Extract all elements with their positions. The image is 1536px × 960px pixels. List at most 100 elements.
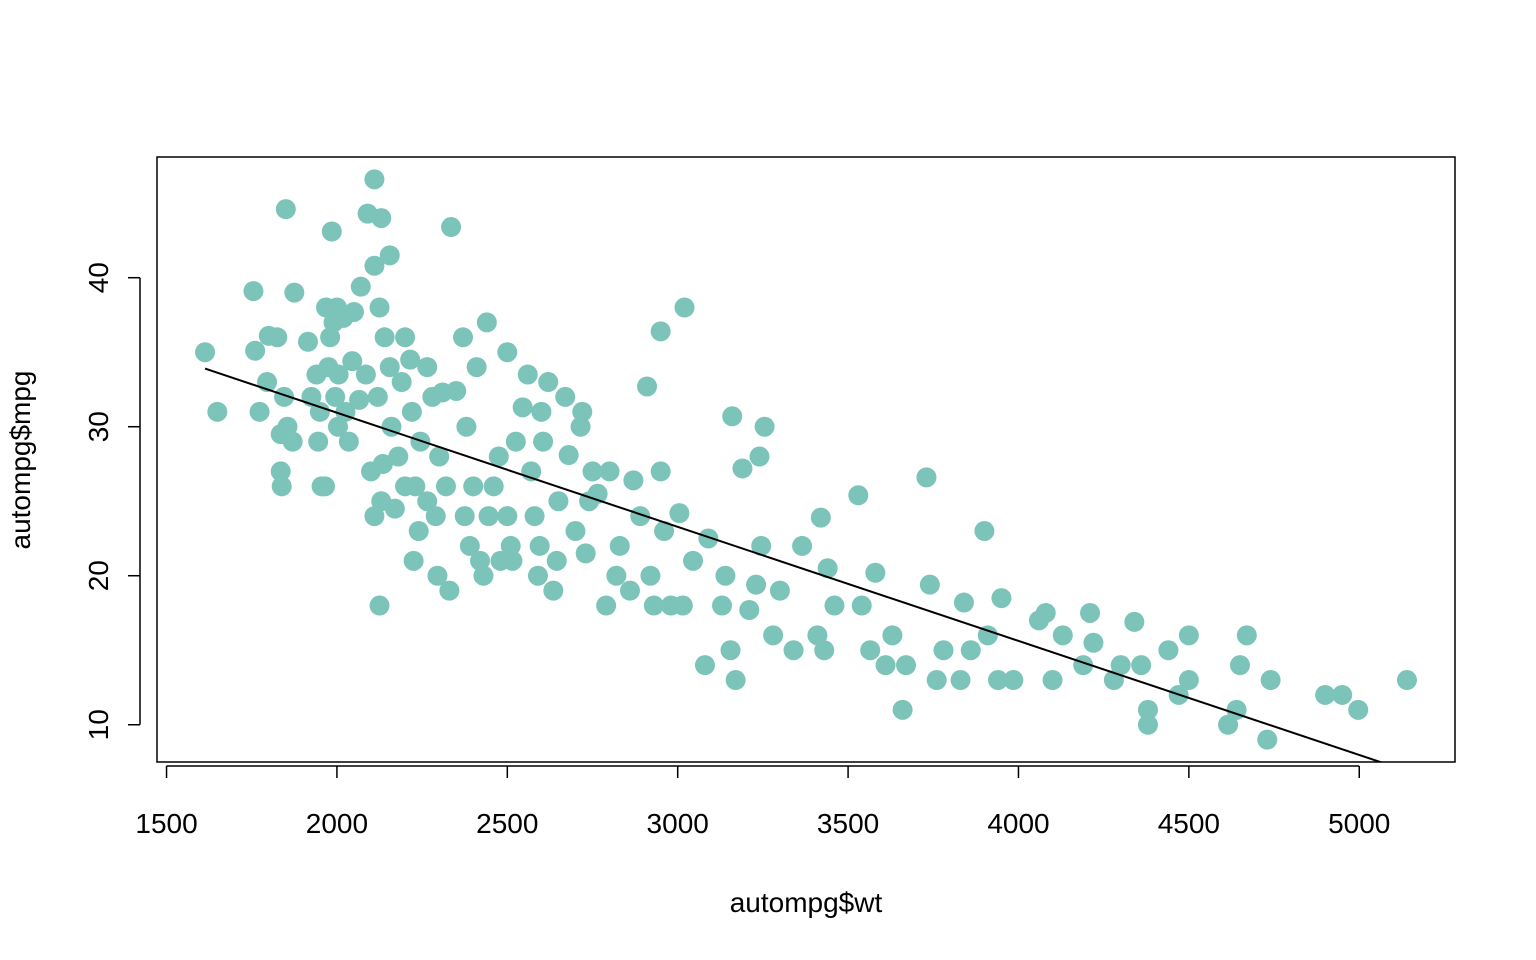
point <box>417 491 438 512</box>
point <box>533 431 554 452</box>
point <box>408 521 429 542</box>
point <box>374 327 395 348</box>
point <box>1332 684 1353 705</box>
point <box>401 401 422 422</box>
point <box>207 401 228 422</box>
point <box>860 640 881 661</box>
point <box>270 461 291 482</box>
point <box>388 446 409 467</box>
point <box>599 461 620 482</box>
point <box>364 169 385 190</box>
point <box>643 595 664 616</box>
point <box>1178 625 1199 646</box>
point <box>715 565 736 586</box>
point <box>463 476 484 497</box>
point <box>746 574 767 595</box>
point <box>372 453 393 474</box>
point <box>807 625 828 646</box>
point <box>896 655 917 676</box>
point <box>400 349 421 370</box>
x-tick-label: 2500 <box>476 808 538 839</box>
point <box>1137 714 1158 735</box>
point <box>720 640 741 661</box>
point <box>349 389 370 410</box>
point <box>548 491 569 512</box>
point <box>1178 670 1199 691</box>
point <box>1131 655 1152 676</box>
point <box>391 372 412 393</box>
point <box>403 550 424 571</box>
point <box>478 506 499 527</box>
point <box>1236 625 1257 646</box>
x-axis-label: autompg$wt <box>730 887 883 918</box>
point <box>538 372 559 393</box>
point <box>875 655 896 676</box>
y-tick-label: 40 <box>83 262 114 293</box>
point <box>640 565 661 586</box>
point <box>892 699 913 720</box>
point <box>267 327 288 348</box>
point <box>435 476 456 497</box>
point <box>1110 655 1131 676</box>
point <box>783 640 804 661</box>
point <box>848 485 869 506</box>
point <box>558 445 579 466</box>
point <box>817 558 838 579</box>
point <box>865 562 886 583</box>
point <box>926 670 947 691</box>
point <box>1052 625 1073 646</box>
point <box>320 327 341 348</box>
point <box>364 506 385 527</box>
point <box>343 301 364 322</box>
point <box>395 327 416 348</box>
point <box>500 535 521 556</box>
point <box>754 416 775 437</box>
point <box>1042 670 1063 691</box>
point <box>1080 602 1101 623</box>
point <box>308 431 329 452</box>
point <box>384 498 405 519</box>
point <box>792 535 813 556</box>
point <box>582 461 603 482</box>
plot-frame <box>156 156 1456 763</box>
point <box>814 640 835 661</box>
point <box>483 476 504 497</box>
point <box>694 655 715 676</box>
fit-line <box>204 367 1384 762</box>
point <box>1003 670 1024 691</box>
point <box>669 503 690 524</box>
point <box>609 535 630 556</box>
point <box>355 364 376 385</box>
point <box>338 431 359 452</box>
point <box>379 357 400 378</box>
point <box>512 397 533 418</box>
point <box>1158 640 1179 661</box>
x-tick-label: 4000 <box>987 808 1049 839</box>
point <box>824 595 845 616</box>
point <box>454 506 475 527</box>
x-tick-label: 1500 <box>135 808 197 839</box>
point <box>572 401 593 422</box>
point <box>974 521 995 542</box>
point <box>274 386 295 407</box>
x-tick-label: 5000 <box>1328 808 1390 839</box>
point <box>446 380 467 401</box>
point <box>505 431 526 452</box>
point <box>429 446 450 467</box>
point <box>417 357 438 378</box>
point <box>654 521 675 542</box>
x-tick-label: 3000 <box>647 808 709 839</box>
point <box>683 550 704 571</box>
point <box>882 625 903 646</box>
point <box>497 342 518 363</box>
point <box>732 458 753 479</box>
point <box>369 595 390 616</box>
point <box>988 670 1009 691</box>
point <box>517 364 538 385</box>
point <box>453 327 474 348</box>
x-tick-label: 3500 <box>817 808 879 839</box>
point <box>722 406 743 427</box>
point <box>933 640 954 661</box>
point <box>555 386 576 407</box>
point <box>249 401 270 422</box>
